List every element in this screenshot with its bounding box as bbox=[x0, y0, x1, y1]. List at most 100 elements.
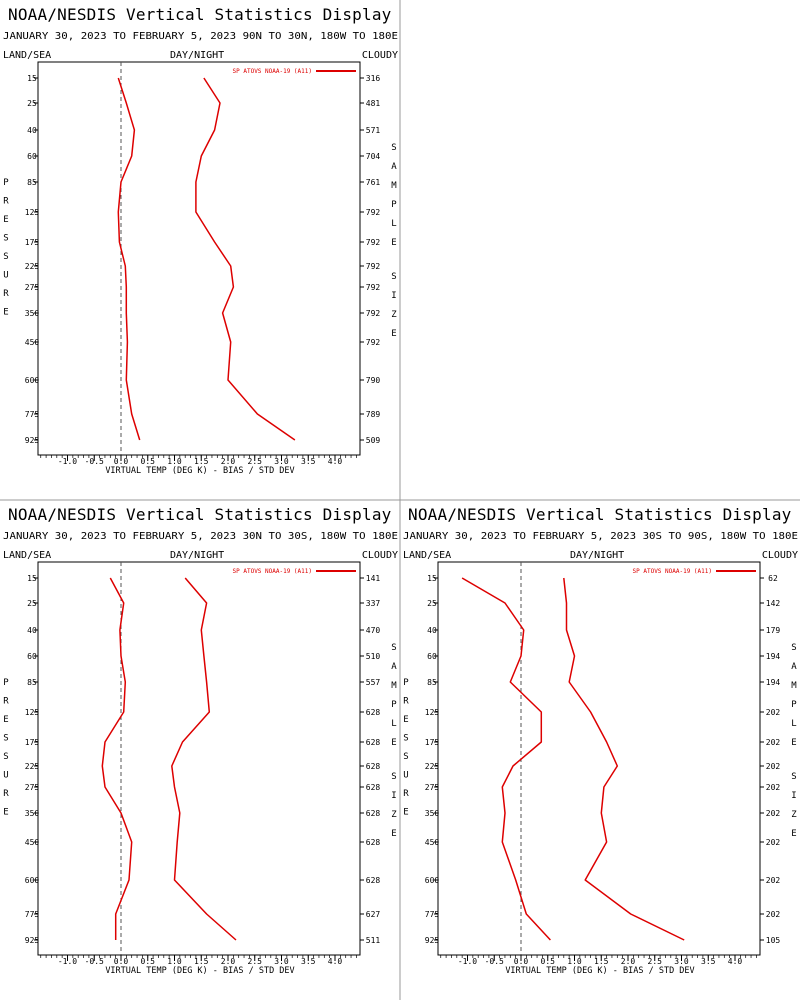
sample-size-label: 628 bbox=[366, 809, 381, 818]
x-tick-label: 2.5 bbox=[648, 957, 663, 966]
x-tick-label: 2.0 bbox=[221, 457, 236, 466]
x-tick-label: -1.0 bbox=[58, 457, 77, 466]
sample-size-label: 628 bbox=[366, 838, 381, 847]
sample-axis-letter: M bbox=[791, 681, 797, 691]
panel-top-left: NOAA/NESDIS Vertical Statistics Display J… bbox=[3, 5, 398, 476]
x-tick-label: -0.5 bbox=[85, 457, 104, 466]
pressure-label: 600 bbox=[25, 376, 40, 385]
panel-subtitle: JANUARY 30, 2023 TO FEBRUARY 5, 2023 90N… bbox=[3, 31, 398, 42]
sample-size-label: 628 bbox=[366, 783, 381, 792]
sample-axis-letter: I bbox=[791, 791, 796, 801]
pressure-label: 775 bbox=[25, 910, 40, 919]
x-tick-label: 0.5 bbox=[141, 457, 156, 466]
pressure-label: 125 bbox=[425, 708, 440, 717]
pressure-label: 925 bbox=[25, 436, 40, 445]
pressure-label: 925 bbox=[25, 936, 40, 945]
x-tick-label: 0.5 bbox=[141, 957, 156, 966]
pressure-axis-letter: E bbox=[3, 308, 8, 318]
sample-axis-letter: L bbox=[391, 719, 396, 729]
sample-size-label: 202 bbox=[766, 910, 781, 919]
x-tick-label: 1.5 bbox=[594, 957, 609, 966]
x-tick-label: 0.0 bbox=[514, 957, 529, 966]
panel-bottom-right: NOAA/NESDIS Vertical Statistics Display J… bbox=[403, 505, 798, 976]
header-land-sea: LAND/SEA bbox=[403, 550, 451, 561]
pressure-label: 125 bbox=[25, 708, 40, 717]
pressure-label: 40 bbox=[27, 126, 37, 135]
panel-title: NOAA/NESDIS Vertical Statistics Display bbox=[8, 5, 392, 24]
pressure-label: 15 bbox=[27, 74, 37, 83]
pressure-label: 60 bbox=[27, 152, 37, 161]
sample-axis-letter: E bbox=[791, 829, 796, 839]
pressure-label: 600 bbox=[25, 876, 40, 885]
pressure-axis-letter: R bbox=[3, 789, 9, 799]
sample-size-label: 792 bbox=[366, 309, 381, 318]
panel-subtitle: JANUARY 30, 2023 TO FEBRUARY 5, 2023 30S… bbox=[403, 531, 798, 542]
sample-size-label: 202 bbox=[766, 708, 781, 717]
sample-axis-letter: I bbox=[391, 791, 396, 801]
sample-size-label: 481 bbox=[366, 99, 381, 108]
pressure-axis-letter: U bbox=[3, 771, 8, 781]
pressure-axis-letter: R bbox=[403, 789, 409, 799]
sample-axis-letter: P bbox=[791, 700, 797, 710]
pressure-label: 275 bbox=[25, 783, 40, 792]
x-tick-label: 4.0 bbox=[328, 457, 343, 466]
panel-title: NOAA/NESDIS Vertical Statistics Display bbox=[8, 505, 392, 524]
pressure-axis-letter: E bbox=[403, 715, 408, 725]
sample-axis-letter: E bbox=[391, 238, 396, 248]
sample-size-label: 792 bbox=[366, 283, 381, 292]
sample-axis-letter: E bbox=[791, 738, 796, 748]
sample-size-label: 628 bbox=[366, 762, 381, 771]
pressure-axis-letter: S bbox=[3, 234, 8, 244]
x-tick-label: 1.0 bbox=[567, 957, 582, 966]
sample-size-label: 628 bbox=[366, 876, 381, 885]
sample-axis-letter: E bbox=[391, 829, 396, 839]
series-line-bias bbox=[101, 577, 133, 940]
sample-size-label: 510 bbox=[366, 652, 381, 661]
pressure-label: 450 bbox=[25, 338, 40, 347]
sample-size-label: 142 bbox=[766, 599, 781, 608]
sample-size-label: 509 bbox=[366, 436, 381, 445]
sample-size-label: 627 bbox=[366, 910, 381, 919]
pressure-axis-letter: S bbox=[403, 752, 408, 762]
x-tick-label: 0.0 bbox=[114, 457, 129, 466]
pressure-axis-letter: E bbox=[3, 215, 8, 225]
pressure-label: 40 bbox=[427, 626, 437, 635]
x-tick-label: 3.0 bbox=[274, 957, 289, 966]
sample-size-label: 789 bbox=[366, 410, 381, 419]
x-tick-label: 2.0 bbox=[221, 957, 236, 966]
pressure-label: 775 bbox=[425, 910, 440, 919]
pressure-label: 925 bbox=[425, 936, 440, 945]
sample-size-label: 105 bbox=[766, 936, 781, 945]
pressure-label: 775 bbox=[25, 410, 40, 419]
x-tick-label: 3.5 bbox=[301, 457, 316, 466]
plot-frame bbox=[37, 561, 361, 956]
x-axis-label: VIRTUAL TEMP (DEG K) - BIAS / STD DEV bbox=[105, 966, 294, 976]
header-cloudy: CLOUDY bbox=[362, 50, 398, 61]
pressure-label: 225 bbox=[25, 262, 40, 271]
pressure-axis-letter: P bbox=[3, 178, 9, 188]
pressure-label: 450 bbox=[25, 838, 40, 847]
x-tick-label: 3.5 bbox=[301, 957, 316, 966]
pressure-label: 275 bbox=[25, 283, 40, 292]
sample-size-label: 792 bbox=[366, 338, 381, 347]
x-tick-label: 1.5 bbox=[194, 457, 209, 466]
x-tick-label: 0.0 bbox=[114, 957, 129, 966]
sample-size-label: 790 bbox=[366, 376, 381, 385]
sample-size-label: 202 bbox=[766, 738, 781, 747]
pressure-label: 15 bbox=[427, 574, 437, 583]
sample-axis-letter: I bbox=[391, 291, 396, 301]
sample-size-label: 792 bbox=[366, 238, 381, 247]
pressure-label: 225 bbox=[25, 762, 40, 771]
pressure-label: 125 bbox=[25, 208, 40, 217]
sample-axis-letter: S bbox=[791, 772, 796, 782]
series-line-std-dev bbox=[195, 77, 296, 441]
pressure-axis-letter: S bbox=[3, 252, 8, 262]
pressure-axis-letter: R bbox=[403, 697, 409, 707]
sample-axis-letter: L bbox=[791, 719, 796, 729]
x-tick-label: -0.5 bbox=[485, 957, 504, 966]
sample-size-label: 202 bbox=[766, 809, 781, 818]
series-line-std-dev bbox=[171, 577, 237, 941]
sample-axis-letter: S bbox=[391, 272, 396, 282]
x-tick-label: 1.5 bbox=[194, 957, 209, 966]
sample-size-label: 628 bbox=[366, 708, 381, 717]
